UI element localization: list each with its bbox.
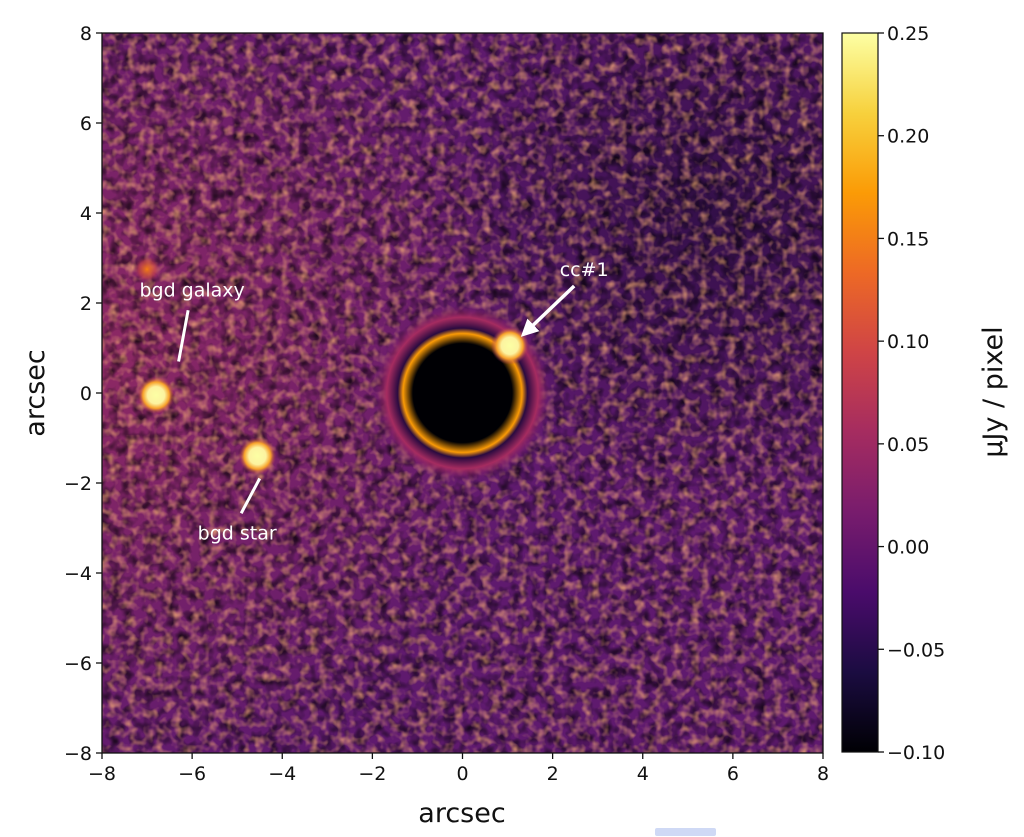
y-tick-label: 2 bbox=[80, 293, 92, 315]
colorbar-tick-label: −0.10 bbox=[887, 742, 945, 764]
x-tick-label: −2 bbox=[358, 763, 386, 785]
central-mask bbox=[439, 370, 486, 416]
x-tick-label: −4 bbox=[268, 763, 296, 785]
source-1 bbox=[137, 376, 176, 415]
colorbar-tick-label: 0.05 bbox=[887, 434, 929, 456]
x-axis-ticks: −8 −6 −4 −2 0 2 4 6 8 bbox=[88, 753, 829, 785]
y-tick-label: −4 bbox=[64, 563, 92, 585]
annotation-line bbox=[177, 309, 190, 362]
x-tick-label: 2 bbox=[547, 763, 559, 785]
source-0 bbox=[490, 326, 529, 365]
x-axis-label: arcsec bbox=[418, 798, 505, 829]
source-2 bbox=[238, 437, 277, 475]
y-tick-label: −2 bbox=[64, 473, 92, 495]
colorbar-label: μJy / pixel bbox=[978, 326, 1009, 457]
x-tick-label: 0 bbox=[456, 763, 468, 785]
colorbar-tick-label: 0.25 bbox=[887, 23, 929, 45]
y-tick-label: −6 bbox=[64, 653, 92, 675]
x-tick-label: −8 bbox=[88, 763, 116, 785]
annotation-label: cc#1 bbox=[560, 259, 609, 281]
colorbar-tick-label: 0.15 bbox=[887, 228, 929, 250]
sources bbox=[132, 254, 553, 484]
x-tick-label: 8 bbox=[817, 763, 829, 785]
x-tick-label: 4 bbox=[637, 763, 649, 785]
annotation-label: bgd star bbox=[198, 522, 277, 544]
y-tick-label: 8 bbox=[80, 23, 92, 45]
colorbar-tick-label: 0.10 bbox=[887, 331, 929, 353]
colorbar bbox=[841, 32, 879, 753]
image-plot-area bbox=[102, 33, 823, 753]
y-tick-label: 6 bbox=[80, 113, 92, 135]
x-tick-label: −6 bbox=[178, 763, 206, 785]
annotation-label: bgd galaxy bbox=[139, 279, 244, 301]
y-axis-ticks: −8 −6 −4 −2 0 2 4 6 8 bbox=[64, 23, 102, 765]
colorbar-tick-label: 0.00 bbox=[887, 537, 929, 559]
x-tick-label: 6 bbox=[727, 763, 739, 785]
colorbar-tick-label: −0.05 bbox=[887, 639, 945, 661]
annotations: cc#1 bgd galaxy bgd star bbox=[139, 259, 608, 544]
selection-highlight bbox=[655, 828, 716, 836]
colorbar-ticks: −0.10 −0.05 0.00 0.05 0.10 0.15 0.20 0.25 bbox=[878, 23, 945, 764]
colorbar-tick-label: 0.20 bbox=[887, 126, 929, 148]
y-tick-label: 0 bbox=[80, 383, 92, 405]
source-3 bbox=[132, 254, 162, 284]
y-tick-label: −8 bbox=[64, 743, 92, 765]
y-axis-label: arcsec bbox=[20, 349, 51, 436]
annotation-arrow bbox=[520, 284, 576, 337]
annotation-line bbox=[239, 477, 262, 514]
y-tick-label: 4 bbox=[80, 203, 92, 225]
